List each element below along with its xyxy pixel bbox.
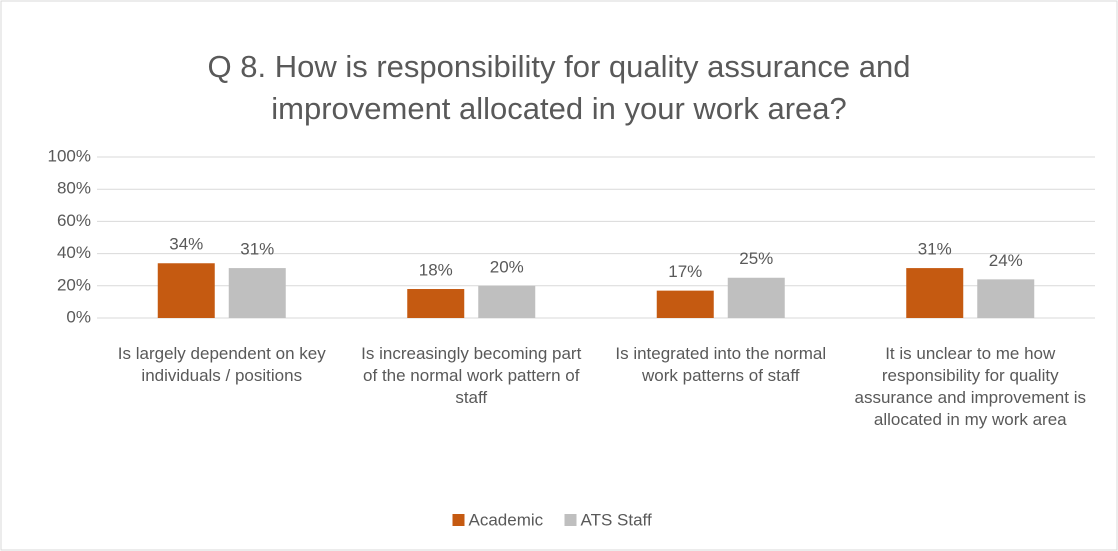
bar — [478, 285, 536, 318]
y-tick-label: 0% — [66, 307, 91, 326]
x-tick-label: Is increasingly becoming part of the nor… — [361, 344, 582, 407]
legend-swatch — [564, 514, 577, 526]
data-label: 24% — [989, 251, 1023, 270]
data-label: 34% — [169, 235, 203, 254]
data-label: 25% — [739, 249, 773, 268]
y-tick-label: 20% — [57, 275, 91, 294]
bar — [157, 263, 215, 318]
bar — [727, 277, 785, 318]
y-tick-label: 80% — [57, 179, 91, 198]
bar — [407, 289, 465, 318]
y-tick-label: 100% — [48, 146, 91, 165]
legend-swatch — [452, 514, 465, 526]
bar — [906, 268, 964, 318]
legend-label: Academic — [469, 510, 544, 529]
x-tick-label: It is unclear to me how responsibility f… — [854, 344, 1086, 429]
x-tick-label: Is largely dependent on key individuals … — [117, 344, 326, 385]
y-tick-label: 60% — [57, 211, 91, 230]
data-label: 18% — [419, 261, 453, 280]
data-label: 31% — [918, 240, 952, 259]
data-label: 20% — [490, 257, 524, 276]
bar — [977, 279, 1035, 318]
bar — [228, 268, 286, 318]
data-label: 17% — [668, 262, 702, 281]
y-tick-label: 40% — [57, 243, 91, 262]
x-tick-label: Is integrated into the normal work patte… — [615, 344, 827, 385]
data-label: 31% — [240, 240, 274, 259]
chart-title: Q 8. How is responsibility for quality a… — [207, 49, 911, 126]
legend-label: ATS Staff — [581, 510, 652, 529]
bar — [656, 290, 714, 318]
